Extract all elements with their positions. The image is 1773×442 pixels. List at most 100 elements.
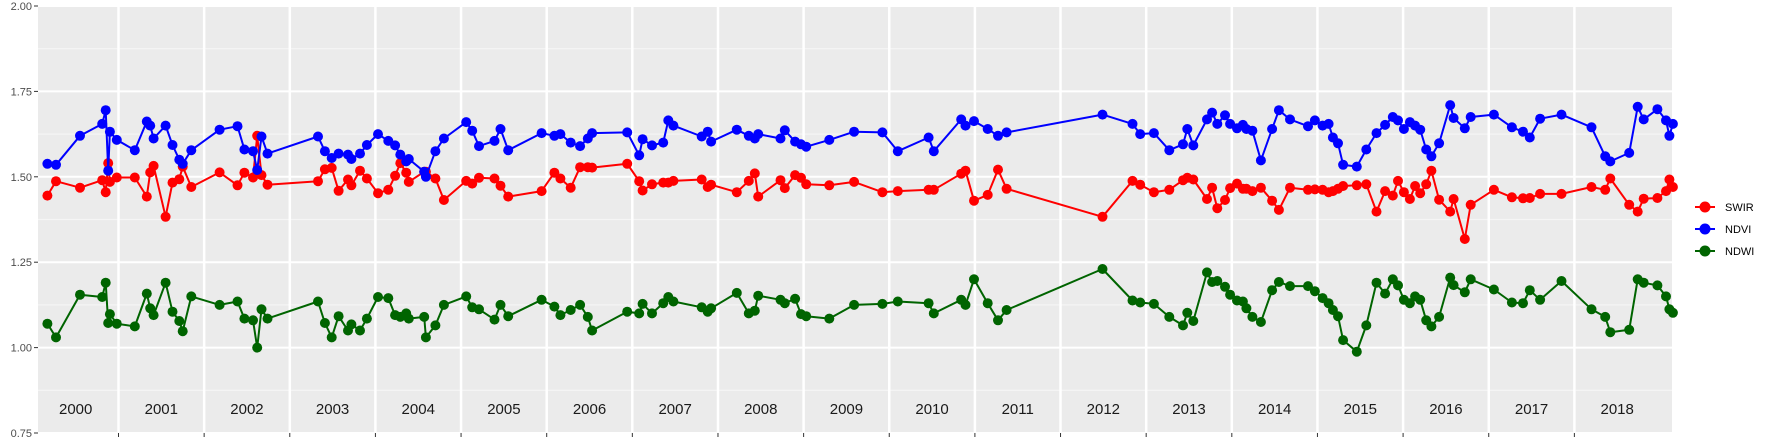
data-point	[1605, 173, 1616, 184]
data-point	[326, 332, 337, 343]
y-axis: 0.75 1.00 1.25 1.50 1.75 2.00	[11, 1, 38, 440]
data-point	[100, 105, 111, 116]
y-tick-label: 0.75	[11, 428, 32, 440]
major-gridlines	[38, 5, 1672, 434]
data-point	[1506, 297, 1517, 308]
data-point	[186, 291, 197, 302]
data-point	[141, 288, 152, 299]
data-point	[160, 120, 171, 131]
data-point	[186, 182, 197, 192]
data-point	[555, 129, 566, 140]
data-point	[174, 316, 185, 326]
data-point	[401, 167, 412, 178]
data-point	[1661, 291, 1671, 302]
data-point	[1267, 124, 1278, 134]
data-point	[373, 129, 383, 140]
data-point	[129, 172, 140, 183]
data-point	[1001, 305, 1012, 315]
data-point	[1285, 114, 1295, 125]
data-point	[461, 117, 472, 128]
data-point	[1632, 101, 1643, 112]
data-point	[361, 173, 372, 184]
year-label: 2000	[59, 401, 92, 418]
year-label: 2012	[1087, 401, 1120, 418]
data-point	[1556, 188, 1567, 199]
data-point	[1524, 193, 1535, 203]
data-point	[438, 195, 449, 205]
y-tick-label: 2.00	[11, 1, 32, 13]
data-point	[706, 136, 717, 147]
data-point	[1600, 184, 1611, 195]
legend-label: NDWI	[1725, 246, 1754, 258]
data-point	[438, 299, 449, 310]
data-point	[1247, 125, 1258, 136]
data-point	[419, 311, 430, 322]
data-point	[489, 314, 500, 325]
data-point	[1255, 317, 1266, 327]
year-label: 2017	[1515, 401, 1548, 418]
data-point	[430, 320, 441, 331]
data-point	[801, 141, 812, 152]
data-point	[1135, 297, 1146, 308]
data-point	[668, 175, 679, 186]
data-point	[637, 298, 648, 309]
data-point	[1434, 311, 1445, 322]
data-point	[1421, 144, 1432, 155]
data-point	[779, 125, 790, 136]
data-point	[104, 126, 115, 137]
legend-item: NDWI	[1695, 245, 1754, 258]
data-point	[1586, 122, 1597, 133]
y-tick-label: 1.50	[11, 172, 32, 184]
data-point	[1459, 287, 1470, 298]
data-point	[1164, 311, 1175, 322]
data-point	[1415, 188, 1426, 199]
data-point	[647, 308, 657, 319]
data-point	[355, 148, 365, 159]
series-ndvi	[42, 100, 1678, 182]
data-point	[1220, 110, 1230, 121]
data-point	[1380, 119, 1391, 130]
data-point	[1556, 109, 1567, 120]
data-point	[51, 176, 61, 187]
data-point	[256, 131, 267, 142]
data-point	[1285, 182, 1295, 193]
data-point	[731, 187, 742, 198]
data-point	[42, 158, 53, 169]
year-label: 2018	[1601, 401, 1634, 418]
data-point	[892, 296, 903, 307]
data-point	[575, 141, 586, 152]
data-point	[51, 332, 61, 343]
year-label: 2010	[915, 401, 948, 418]
data-point	[104, 309, 115, 320]
data-point	[1351, 161, 1362, 172]
data-point	[536, 186, 547, 197]
data-point	[779, 183, 790, 194]
data-point	[960, 165, 971, 176]
data-point	[1148, 187, 1159, 198]
data-point	[214, 124, 225, 135]
data-point	[160, 277, 171, 288]
data-point	[1148, 128, 1159, 139]
data-point	[824, 180, 835, 191]
data-point	[779, 298, 790, 309]
data-point	[438, 133, 449, 144]
data-point	[1600, 311, 1611, 322]
data-point	[313, 131, 323, 142]
data-point	[177, 326, 188, 337]
data-point	[923, 298, 934, 309]
data-point	[1387, 190, 1398, 201]
data-point	[148, 310, 159, 321]
year-label: 2006	[573, 401, 606, 418]
data-point	[333, 148, 344, 159]
data-point	[355, 325, 365, 336]
data-point	[1212, 118, 1223, 129]
data-point	[1001, 127, 1012, 138]
data-point	[346, 319, 357, 330]
data-point	[565, 305, 576, 315]
data-point	[1127, 175, 1138, 186]
data-point	[1202, 267, 1212, 278]
data-point	[1267, 195, 1278, 206]
data-point	[373, 188, 383, 199]
data-point	[100, 187, 111, 198]
data-point	[982, 189, 993, 200]
